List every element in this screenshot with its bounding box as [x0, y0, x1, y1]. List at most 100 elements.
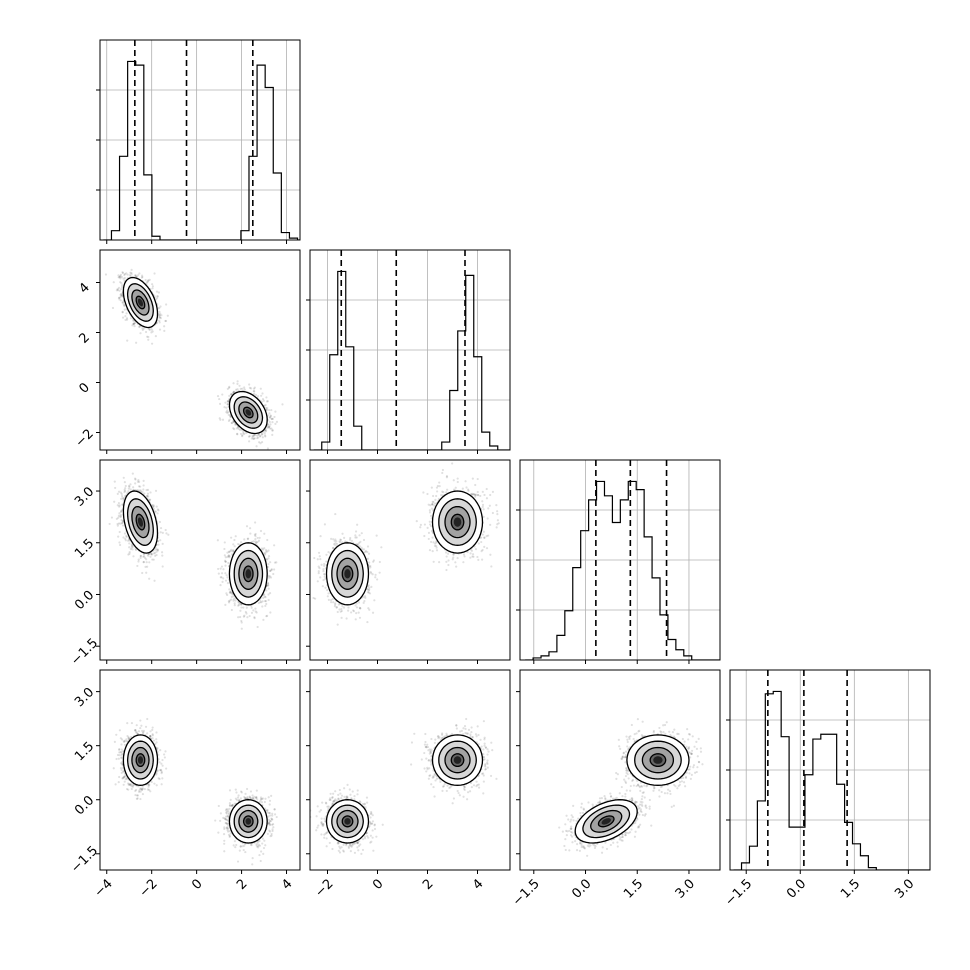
axis-tick-labels: −4 −2 0 2 4 −2 0 2 4 −1.5 0.0 1.5 3.0 −1.5 0.0 1.5 3.0 −2…	[68, 280, 917, 909]
contour-line	[228, 542, 268, 606]
y-tick-label: 0	[76, 380, 92, 396]
contour-line	[228, 390, 268, 435]
contour-line	[341, 565, 354, 583]
contour-line	[582, 804, 631, 839]
x-tick-label: 2	[420, 876, 436, 892]
scatter-panel-3-2	[516, 669, 721, 874]
x-tick-label: 1.5	[621, 876, 646, 901]
histogram-step	[313, 270, 510, 450]
contour-line	[126, 283, 154, 322]
x-tick-label: 4	[470, 876, 486, 892]
x-tick-label: −4	[92, 876, 116, 900]
panel-frame	[99, 249, 301, 451]
panel-frame	[519, 669, 721, 871]
x-tick-label: 0.0	[784, 876, 809, 901]
scatter-panel-2-0	[96, 459, 301, 664]
contour-line	[233, 804, 264, 839]
y-tick-label: 1.5	[72, 536, 97, 561]
scatter-panel-1-0	[96, 249, 301, 454]
contour-line	[597, 815, 615, 828]
density-core	[245, 818, 252, 825]
x-tick-label: −1.5	[510, 876, 543, 909]
contour-line	[431, 734, 484, 786]
contour-line	[341, 815, 354, 828]
density-core	[453, 756, 462, 764]
contour-line	[122, 734, 159, 786]
contour-line	[325, 799, 370, 844]
contour-line	[238, 401, 259, 424]
scatter-panel-3-0	[96, 669, 301, 874]
contour-line	[233, 396, 264, 429]
scatter-panel-2-1	[306, 459, 511, 664]
contour-line	[135, 295, 146, 310]
y-tick-label: 3.0	[72, 484, 97, 509]
contour-line	[242, 815, 254, 828]
panel-frame	[729, 669, 931, 871]
contour-line	[242, 565, 254, 583]
panel-frame	[309, 249, 511, 451]
contour-line	[135, 513, 146, 531]
contour-line	[438, 740, 477, 780]
panel-frame	[99, 669, 301, 871]
contour-line	[626, 734, 690, 786]
y-tick-label: 2	[76, 330, 92, 346]
contour-line	[135, 753, 146, 768]
y-tick-label: 0.0	[72, 793, 97, 818]
y-tick-label: 1.5	[72, 739, 97, 764]
histogram-step	[103, 60, 300, 240]
contour-line	[238, 557, 259, 590]
contour-line	[649, 753, 667, 768]
contour-line	[444, 746, 471, 774]
histogram-step	[733, 690, 930, 870]
x-tick-label: 3.0	[892, 876, 917, 901]
contour-line	[331, 804, 364, 839]
density-core	[245, 409, 252, 416]
contour-line	[574, 799, 638, 844]
contour-line	[431, 490, 484, 554]
scatter-panel-3-1	[306, 669, 511, 874]
hist-panel-2	[516, 459, 721, 664]
y-tick-label: −1.5	[68, 636, 101, 669]
y-tick-label: 3.0	[72, 685, 97, 710]
contour-line	[238, 809, 259, 833]
hist-panel-0	[96, 39, 301, 244]
panel-frame	[309, 669, 511, 871]
contour-line	[131, 289, 150, 316]
density-core	[245, 569, 252, 579]
density-core	[344, 569, 351, 579]
contour-line	[325, 542, 370, 606]
panel-frame	[99, 39, 301, 241]
hist-panel-3	[726, 669, 931, 874]
density-core	[137, 517, 143, 527]
density-core	[653, 756, 663, 764]
x-tick-label: −2	[137, 876, 161, 900]
corner-panels	[96, 39, 931, 874]
density-core	[137, 756, 143, 764]
x-tick-label: 2	[234, 876, 250, 892]
panel-frame	[519, 459, 721, 661]
contour-line	[336, 809, 359, 833]
contour-line	[242, 406, 254, 419]
y-tick-label: −2	[73, 426, 97, 450]
contour-line	[126, 740, 154, 780]
panel-frame	[309, 459, 511, 661]
hist-panel-1	[306, 249, 511, 454]
density-core	[344, 818, 351, 825]
x-tick-label: −2	[312, 876, 336, 900]
contour-line	[131, 505, 150, 539]
density-core	[601, 818, 611, 825]
contour-line	[450, 513, 465, 531]
x-tick-label: 0	[189, 876, 205, 892]
x-tick-label: 4	[279, 876, 295, 892]
contour-line	[122, 276, 159, 329]
y-tick-label: 4	[76, 280, 92, 296]
contour-line	[641, 746, 675, 774]
contour-line	[228, 799, 268, 844]
y-tick-label: −1.5	[68, 843, 101, 876]
contour-line	[438, 498, 477, 546]
histogram-step	[525, 480, 720, 660]
contour-line	[444, 505, 471, 539]
density-core	[137, 298, 143, 307]
contour-line	[122, 490, 159, 554]
contour-line	[590, 809, 623, 833]
